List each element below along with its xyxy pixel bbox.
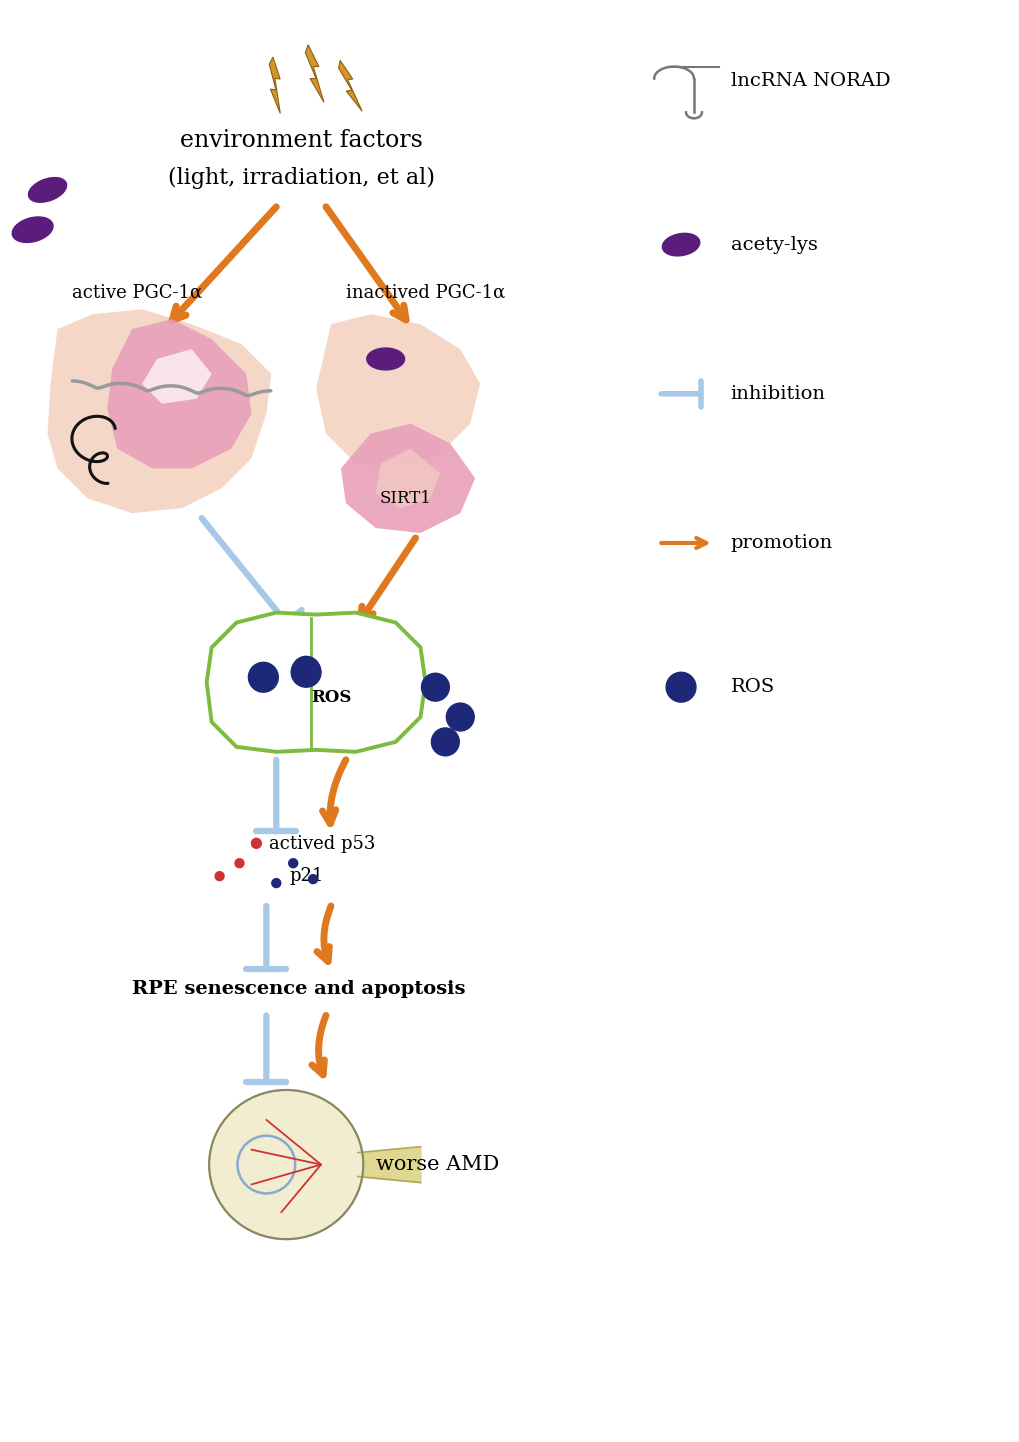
Ellipse shape (665, 672, 695, 702)
Text: acety-lys: acety-lys (730, 235, 817, 254)
Ellipse shape (250, 663, 277, 691)
Polygon shape (48, 309, 271, 513)
Text: environment factors: environment factors (179, 128, 422, 151)
Text: ROS: ROS (730, 678, 774, 696)
Ellipse shape (291, 656, 320, 684)
Ellipse shape (290, 658, 321, 688)
Ellipse shape (215, 871, 224, 881)
Ellipse shape (288, 859, 298, 868)
Ellipse shape (234, 859, 244, 868)
Ellipse shape (249, 662, 278, 692)
Polygon shape (305, 45, 324, 102)
Ellipse shape (661, 234, 699, 255)
Text: worse AMD: worse AMD (375, 1155, 498, 1174)
Ellipse shape (309, 875, 317, 884)
Text: lncRNA NORAD: lncRNA NORAD (730, 72, 890, 89)
Text: promotion: promotion (730, 534, 833, 552)
Ellipse shape (367, 348, 405, 371)
Ellipse shape (12, 216, 53, 242)
Polygon shape (107, 319, 251, 469)
Polygon shape (316, 314, 480, 469)
Polygon shape (375, 448, 440, 508)
Ellipse shape (251, 838, 261, 848)
Ellipse shape (29, 177, 66, 202)
Text: RPE senescence and apoptosis: RPE senescence and apoptosis (132, 979, 466, 998)
Text: SIRT1: SIRT1 (379, 490, 431, 506)
Ellipse shape (431, 728, 459, 756)
Ellipse shape (421, 673, 449, 701)
Text: inactived PGC-1α: inactived PGC-1α (345, 283, 504, 301)
Ellipse shape (209, 1090, 363, 1239)
Text: active PGC-1α: active PGC-1α (72, 283, 203, 301)
Ellipse shape (446, 704, 474, 731)
Polygon shape (207, 613, 425, 751)
Polygon shape (338, 61, 362, 111)
Polygon shape (142, 349, 211, 404)
Ellipse shape (271, 878, 280, 888)
Polygon shape (269, 58, 280, 114)
Text: (light, irradiation, et al): (light, irradiation, et al) (167, 167, 434, 189)
Text: inhibition: inhibition (730, 385, 825, 402)
Text: ROS: ROS (311, 689, 351, 705)
Text: p21: p21 (289, 867, 323, 885)
Polygon shape (340, 424, 475, 534)
Text: actived p53: actived p53 (269, 835, 375, 854)
